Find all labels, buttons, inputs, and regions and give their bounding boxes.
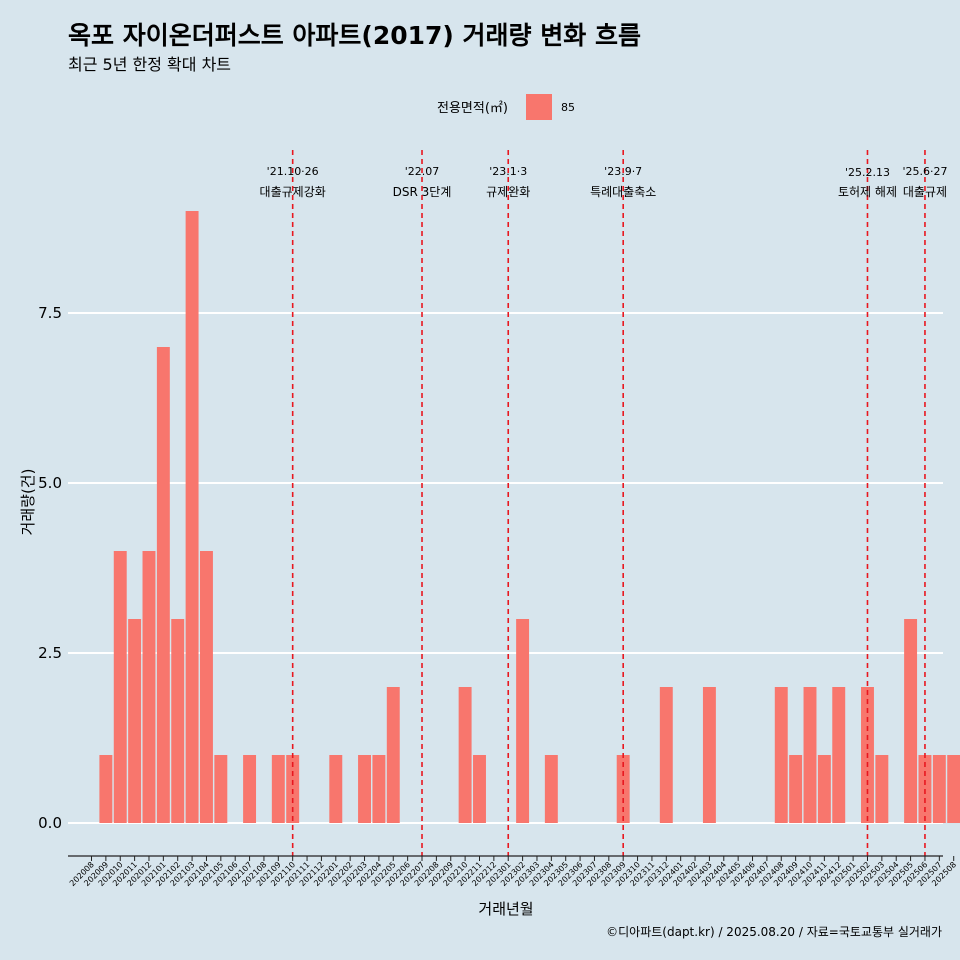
bar bbox=[875, 755, 889, 823]
y-axis: 0.0 2.5 5.0 7.5 bbox=[38, 304, 62, 832]
bar bbox=[458, 687, 472, 823]
legend-title: 전용면적(㎡) bbox=[437, 101, 508, 116]
legend-key bbox=[526, 94, 552, 120]
bar bbox=[659, 687, 673, 823]
event-label: 대출규제강화 bbox=[260, 185, 326, 199]
bar bbox=[358, 755, 371, 823]
event-label: 대출규제 bbox=[903, 185, 947, 199]
bar bbox=[372, 755, 386, 823]
legend: 전용면적(㎡) 85 bbox=[437, 94, 575, 120]
bar bbox=[142, 551, 156, 823]
bar bbox=[171, 619, 185, 823]
event-label: 규제완화 bbox=[486, 185, 530, 199]
bar bbox=[473, 755, 486, 823]
bar bbox=[113, 551, 127, 823]
bar bbox=[817, 755, 831, 823]
bar bbox=[156, 347, 170, 823]
bar bbox=[789, 755, 803, 823]
event-date: '21.10·26 bbox=[267, 165, 319, 178]
bars bbox=[99, 211, 960, 823]
bar bbox=[803, 687, 817, 823]
bar bbox=[932, 755, 946, 823]
chart-subtitle: 최근 5년 한정 확대 차트 bbox=[68, 55, 231, 74]
bar bbox=[128, 619, 142, 823]
legend-label: 85 bbox=[561, 101, 575, 114]
bar bbox=[329, 755, 343, 823]
event-label: DSR 3단계 bbox=[393, 185, 452, 199]
bar bbox=[904, 619, 918, 823]
bar bbox=[185, 211, 199, 823]
event-lines: '21.10·26 대출규제강화 '22.07 DSR 3단계 '23.1·3 규제완화 '… bbox=[260, 150, 947, 856]
bar bbox=[199, 551, 213, 823]
caption: ©디아파트(dapt.kr) / 2025.08.20 / 자료=국토교통부 실… bbox=[606, 925, 942, 939]
event-date: '22.07 bbox=[405, 165, 440, 178]
event-date: '25.2.13 bbox=[845, 166, 890, 179]
bar bbox=[243, 755, 257, 823]
event-date: '23.9·7 bbox=[604, 165, 642, 178]
y-tick-label: 5.0 bbox=[38, 474, 62, 492]
bar bbox=[832, 687, 846, 823]
bar bbox=[544, 755, 558, 823]
y-tick-label: 0.0 bbox=[38, 814, 62, 832]
bar bbox=[99, 755, 113, 823]
x-axis-title: 거래년월 bbox=[478, 900, 533, 918]
y-tick-label: 7.5 bbox=[38, 304, 62, 322]
bar bbox=[774, 687, 788, 823]
bar bbox=[386, 687, 400, 823]
bar bbox=[702, 687, 716, 823]
event-label: 토허제 해제 bbox=[838, 185, 897, 199]
chart-title: 옥포 자이온더퍼스트 아파트(2017) 거래량 변화 흐름 bbox=[68, 21, 641, 50]
bar bbox=[516, 619, 530, 823]
y-tick-label: 2.5 bbox=[38, 644, 62, 662]
event-date: '25.6·27 bbox=[902, 165, 947, 178]
y-axis-title: 거래량(건) bbox=[19, 469, 37, 536]
bar bbox=[947, 755, 960, 823]
event-date: '23.1·3 bbox=[489, 165, 527, 178]
x-axis: 2020082020092020102020112020122021012021… bbox=[68, 855, 958, 888]
bar bbox=[271, 755, 285, 823]
event-label: 특례대출축소 bbox=[590, 185, 656, 199]
bar bbox=[214, 755, 228, 823]
